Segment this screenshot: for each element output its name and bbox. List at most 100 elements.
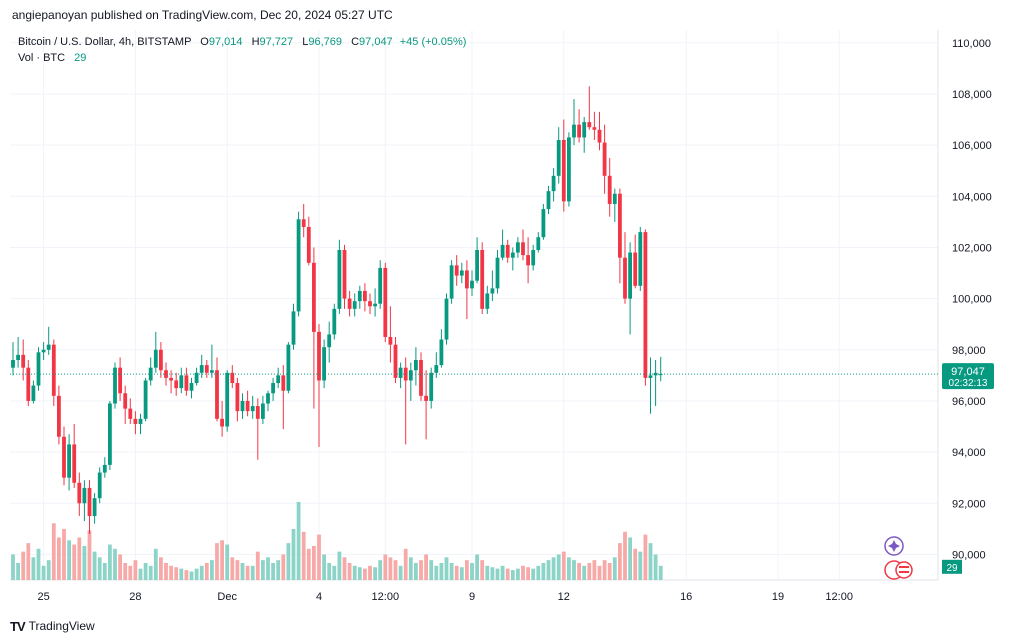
volume-bar xyxy=(485,565,490,580)
volume-bar xyxy=(572,560,576,580)
candle-body xyxy=(306,226,311,263)
candle-body xyxy=(516,242,520,253)
candle-body xyxy=(16,354,20,360)
candle-body xyxy=(102,464,107,473)
candle-body xyxy=(434,365,439,373)
candle-body xyxy=(628,252,632,299)
volume-bar xyxy=(582,565,587,580)
volume-bar xyxy=(57,537,61,580)
candle-body xyxy=(97,472,102,499)
volume-bar xyxy=(434,565,439,580)
volume-bar xyxy=(220,540,224,580)
volume-bar xyxy=(153,548,158,580)
candle-body xyxy=(612,193,617,204)
volume-bar xyxy=(536,565,541,580)
candle-body xyxy=(373,303,377,307)
volume-bar xyxy=(516,568,520,580)
time-tick-label: 19 xyxy=(772,591,784,603)
volume-bar xyxy=(561,551,566,580)
volume-bar xyxy=(87,530,92,580)
volume-bar xyxy=(204,562,209,580)
change-value: +45 (+0.05%) xyxy=(399,36,467,48)
candle-body xyxy=(424,395,428,401)
close-label: C xyxy=(351,36,360,48)
candle-body xyxy=(388,336,393,345)
candle-body xyxy=(602,142,607,176)
volume-bar xyxy=(108,544,112,580)
volume-bar xyxy=(475,554,479,580)
candlestick-chart[interactable]: 90,000 92,000 94,000 96,000 98,000 100,000 102… xyxy=(10,30,1014,610)
volume-bar xyxy=(281,554,286,580)
candle-body xyxy=(204,365,209,373)
volume-bar xyxy=(317,534,321,580)
candle-body xyxy=(638,232,643,286)
volume-bar xyxy=(648,543,653,580)
volume-bar xyxy=(266,557,270,580)
candle-body xyxy=(572,124,576,138)
candle-body xyxy=(648,375,653,378)
chart-legend: Bitcoin / U.S. Dollar, 4h, BITSTAMP O97,… xyxy=(18,34,466,66)
volume-bar xyxy=(113,548,117,580)
candle-body xyxy=(31,385,36,401)
volume-bar xyxy=(123,562,128,580)
candle-body xyxy=(470,280,474,289)
volume-label[interactable]: Vol · BTC xyxy=(18,52,66,64)
candle-body xyxy=(500,244,505,258)
candle-body xyxy=(82,487,87,504)
volume-bar xyxy=(419,560,423,580)
flag-stripe xyxy=(899,571,909,573)
volume-bar xyxy=(51,523,56,580)
time-tick-label: 12 xyxy=(558,591,570,603)
candle-body xyxy=(618,193,622,258)
volume-bars xyxy=(11,502,663,580)
volume-bar xyxy=(490,567,495,580)
candle-body xyxy=(255,406,260,419)
time-tick-label: 12:00 xyxy=(825,591,853,603)
volume-bar xyxy=(291,528,296,580)
open-value: 97,014 xyxy=(208,36,243,48)
volume-bar xyxy=(352,565,357,580)
volume-bar xyxy=(230,557,235,580)
volume-bar xyxy=(11,554,15,580)
volume-bar xyxy=(276,560,281,580)
volume-bar xyxy=(215,543,219,580)
candle-body xyxy=(393,344,398,378)
candle-body xyxy=(138,418,143,424)
last-price-badge xyxy=(942,363,994,390)
volume-bar xyxy=(388,557,393,580)
volume-bar xyxy=(82,545,87,580)
candle-body xyxy=(541,209,546,238)
candle-body xyxy=(490,288,495,294)
volume-bar xyxy=(164,562,168,580)
volume-bar xyxy=(424,554,428,580)
grid-lines xyxy=(10,30,939,581)
chart-area[interactable]: 90,000 92,000 94,000 96,000 98,000 100,000 102… xyxy=(10,30,1014,610)
candle-body xyxy=(526,255,530,266)
volume-bar xyxy=(480,560,485,580)
candle-body xyxy=(199,365,204,373)
candle-body xyxy=(11,360,15,368)
volume-bar xyxy=(184,570,189,580)
volume-bar xyxy=(587,562,592,580)
price-axis[interactable]: 90,000 92,000 94,000 96,000 98,000 100,000 102… xyxy=(952,38,992,562)
candle-body xyxy=(21,354,26,368)
volume-bar xyxy=(92,551,97,580)
volume-bar xyxy=(235,560,240,580)
volume-bar xyxy=(261,560,265,580)
volume-bar xyxy=(296,502,301,580)
candle-body xyxy=(454,265,459,276)
time-axis[interactable]: 25 28 Dec 4 12:00 9 12 16 19 12:00 xyxy=(37,591,852,603)
high-label: H xyxy=(251,36,260,48)
symbol-title[interactable]: Bitcoin / U.S. Dollar, 4h, BITSTAMP xyxy=(18,36,192,48)
volume-value: 29 xyxy=(74,52,87,64)
volume-bar xyxy=(383,554,388,580)
volume-bar xyxy=(429,560,434,580)
volume-bar xyxy=(638,551,643,580)
candle-body xyxy=(261,403,265,419)
event-icons[interactable] xyxy=(884,536,913,580)
candle-body xyxy=(169,377,173,381)
price-tick-label: 98,000 xyxy=(952,345,986,357)
volume-bar xyxy=(368,565,372,580)
open-label: O xyxy=(200,36,209,48)
candle-body xyxy=(296,219,301,312)
